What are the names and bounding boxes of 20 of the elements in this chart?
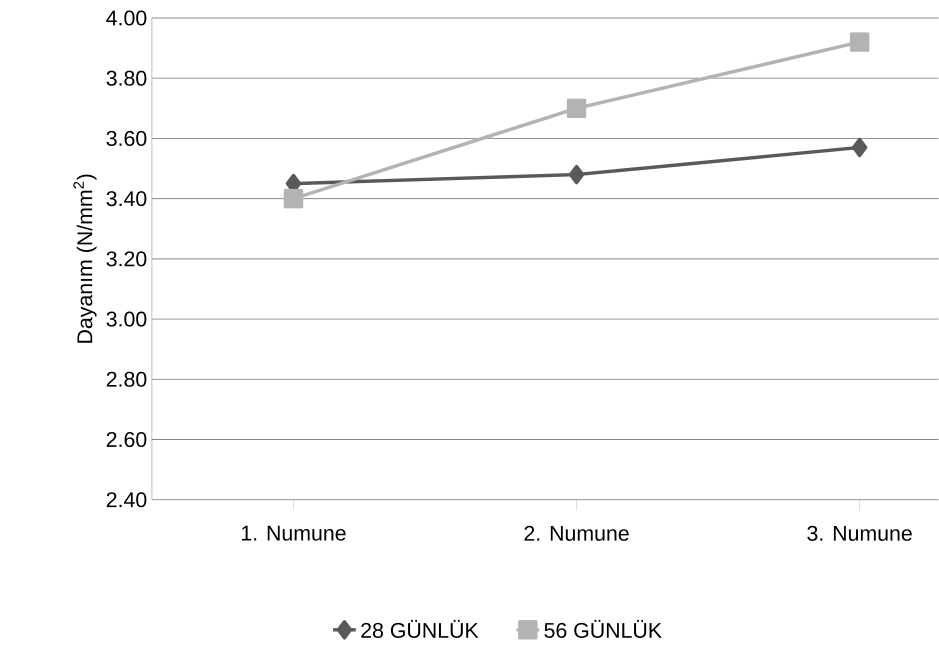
- y-tick-label: 3.00: [106, 312, 146, 327]
- y-tick-label: 2.80: [106, 372, 146, 388]
- point: [568, 164, 584, 184]
- y-tick-label: 3.40: [106, 191, 146, 206]
- y-tick-label: 4.00: [106, 10, 146, 26]
- point: [850, 32, 870, 52]
- y-tick-label: 3.80: [106, 70, 146, 86]
- y-tick-label: 3.60: [106, 131, 146, 146]
- legend-label: 28 GÜNLÜK: [361, 620, 478, 638]
- y-axis-title: Dayanım (N/mm$^{2}$): [73, 174, 97, 343]
- point: [566, 98, 586, 118]
- point: [852, 138, 868, 158]
- legend-label: 56 GÜNLÜK: [544, 620, 662, 638]
- x-tick-label: 2. Numune: [524, 526, 629, 542]
- y-tick-label: 2.40: [106, 492, 146, 508]
- point: [284, 189, 304, 209]
- y-tick-label: 2.60: [106, 432, 146, 448]
- x-tick-label: 3. Numune: [807, 526, 912, 542]
- x-tick-label: 1. Numune: [242, 526, 346, 541]
- y-tick-label: 3.20: [106, 251, 146, 267]
